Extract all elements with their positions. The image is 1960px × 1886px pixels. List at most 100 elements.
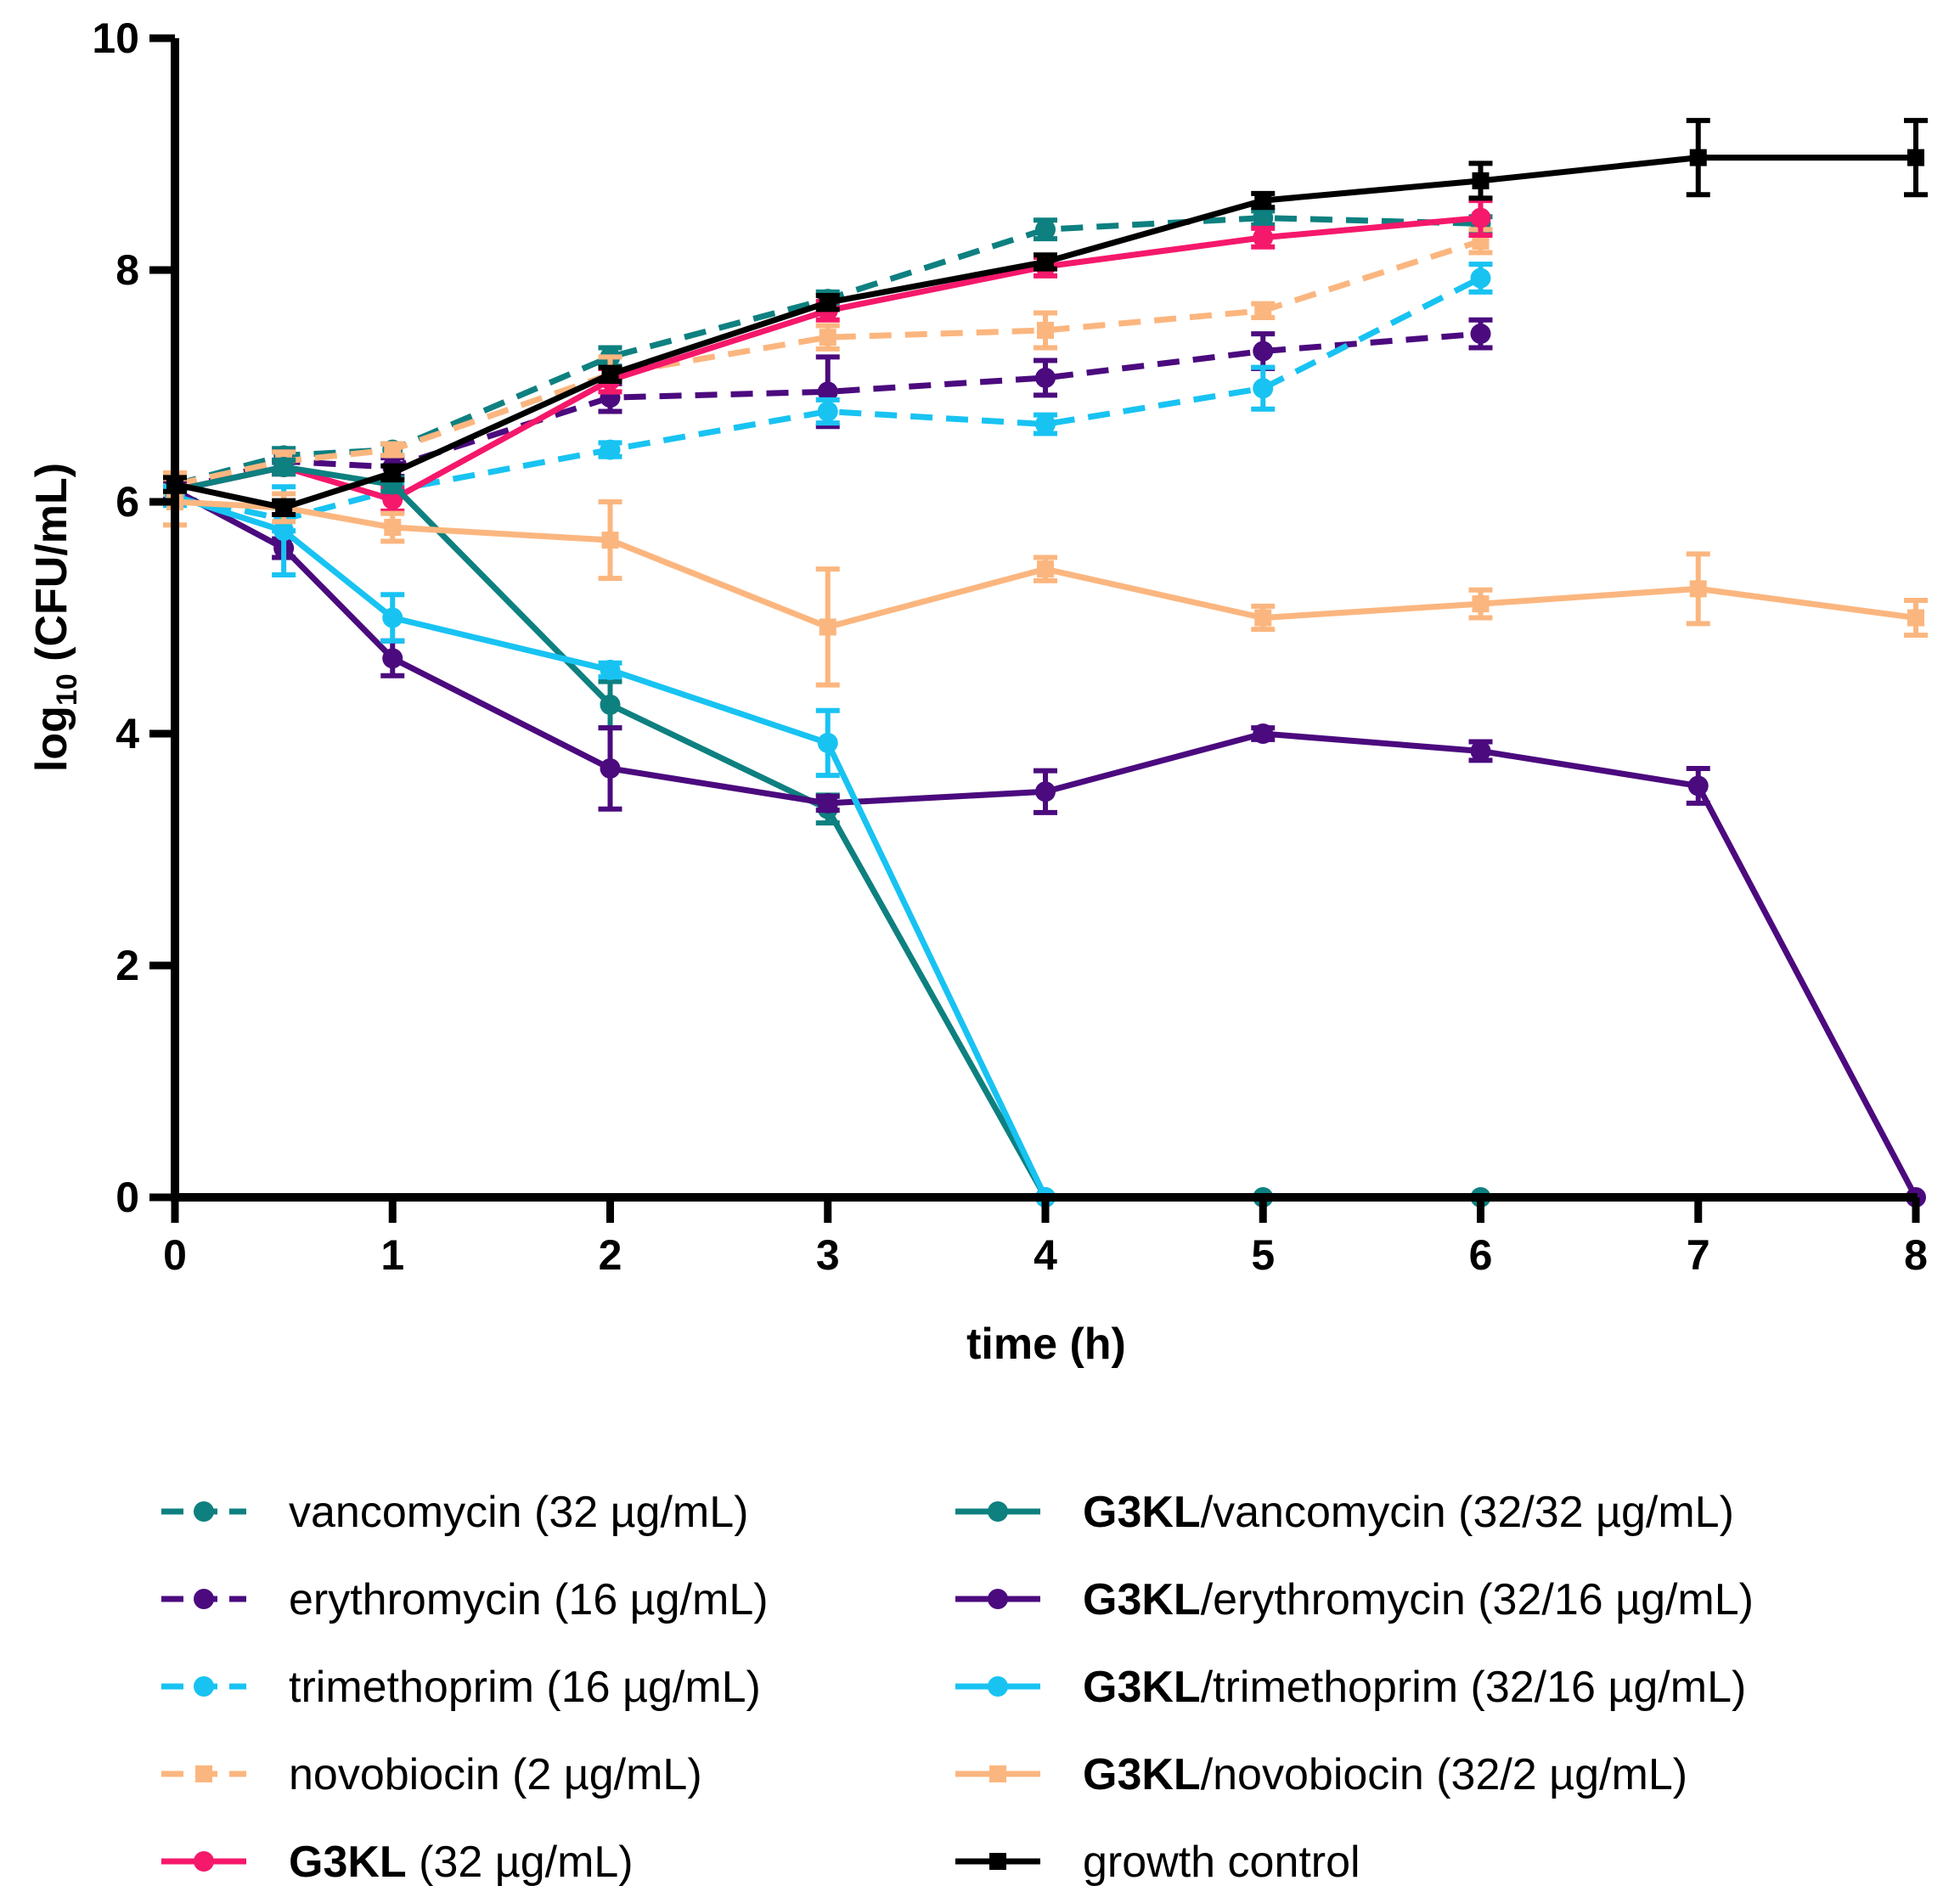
plot-series-layer	[163, 117, 1928, 1208]
data-point	[600, 757, 621, 779]
legend-swatch-marker	[988, 1501, 1008, 1522]
data-point	[819, 294, 836, 312]
x-tick-label: 5	[1251, 1231, 1275, 1279]
x-tick-label: 8	[1904, 1231, 1928, 1279]
legend-label-bold: G3KL	[1083, 1663, 1201, 1712]
data-point	[1472, 595, 1490, 613]
data-point	[1253, 341, 1274, 362]
data-point	[1037, 253, 1054, 271]
legend-label: growth control	[1083, 1838, 1360, 1886]
data-point	[817, 792, 838, 814]
legend-label: erythromycin (16 µg/mL)	[289, 1575, 769, 1624]
legend-label: G3KL/vancomycin (32/32 µg/mL)	[1083, 1488, 1734, 1537]
legend-item: G3KL/vancomycin (32/32 µg/mL)	[955, 1488, 1734, 1537]
y-axis-title-main: log	[27, 706, 76, 772]
data-point	[384, 519, 402, 537]
legend-swatch-marker	[988, 1676, 1008, 1697]
legend-label-text: trimethoprim (16 µg/mL)	[289, 1663, 761, 1712]
legend-swatch-marker	[194, 1851, 214, 1872]
legend-label: G3KL/erythromycin (32/16 µg/mL)	[1083, 1575, 1754, 1624]
legend-label: vancomycin (32 µg/mL)	[289, 1488, 748, 1537]
data-point	[1253, 378, 1274, 399]
legend-label-text: (32 µg/mL)	[407, 1838, 634, 1886]
legend-label-bold: G3KL	[289, 1838, 407, 1886]
data-point	[1689, 149, 1707, 166]
legend-label-text: /vancomycin (32/32 µg/mL)	[1201, 1488, 1734, 1537]
data-point	[275, 498, 293, 516]
data-point	[817, 732, 838, 753]
data-point	[1254, 192, 1272, 210]
data-point	[1035, 781, 1056, 802]
legend-item: growth control	[955, 1838, 1360, 1886]
legend-swatch-marker	[194, 1501, 214, 1522]
data-point	[382, 648, 403, 669]
legend-item: G3KL/trimethoprim (32/16 µg/mL)	[955, 1663, 1746, 1712]
legend-label-bold: G3KL	[1083, 1575, 1201, 1624]
legend-swatch-marker	[194, 1676, 214, 1697]
legend-label-text: erythromycin (16 µg/mL)	[289, 1575, 769, 1624]
series-4	[163, 227, 1493, 499]
series-line	[173, 493, 1049, 1199]
data-point	[601, 532, 619, 549]
data-point	[273, 457, 295, 478]
x-tick-label: 4	[1034, 1231, 1057, 1279]
data-point	[1035, 219, 1056, 240]
data-point	[1037, 560, 1054, 578]
data-point	[1470, 267, 1491, 289]
data-point	[1254, 609, 1272, 627]
legend-swatch-marker	[195, 1765, 212, 1782]
legend-item: novobiocin (2 µg/mL)	[161, 1750, 702, 1799]
data-point	[1253, 207, 1274, 228]
series-9	[163, 476, 1928, 688]
data-point	[1470, 740, 1491, 762]
legend-label: G3KL (32 µg/mL)	[289, 1838, 634, 1886]
legend-swatch-marker	[194, 1589, 214, 1609]
legend-label-text: /trimethoprim (32/16 µg/mL)	[1201, 1663, 1747, 1712]
x-axis-title: time (h)	[966, 1320, 1126, 1369]
x-tick-label: 2	[599, 1231, 622, 1279]
data-point	[817, 401, 838, 422]
ticks-layer: 0 1 2 3 4 5 6 7 8 0 2 4 6 8 10	[92, 14, 1928, 1279]
data-point	[1470, 207, 1491, 228]
data-point	[600, 659, 621, 680]
data-point	[1689, 580, 1707, 598]
series-line	[174, 215, 1481, 487]
data-point	[384, 464, 402, 481]
legend-label-text: novobiocin (2 µg/mL)	[289, 1750, 702, 1799]
data-point	[382, 607, 403, 628]
data-point	[382, 489, 403, 510]
y-tick-label: 4	[115, 710, 139, 757]
legend-item: vancomycin (32 µg/mL)	[161, 1488, 748, 1537]
data-point	[273, 521, 295, 542]
x-tick-label: 0	[163, 1231, 187, 1279]
legend-item: trimethoprim (16 µg/mL)	[161, 1663, 761, 1712]
data-point	[600, 439, 621, 460]
legend-label-bold: G3KL	[1083, 1488, 1201, 1537]
legend-label-text: growth control	[1083, 1838, 1360, 1886]
legend-swatch-marker	[989, 1853, 1006, 1870]
data-point	[1907, 149, 1924, 166]
y-tick-label: 6	[115, 478, 139, 526]
y-tick-label: 10	[92, 14, 139, 62]
legend-label-text: vancomycin (32 µg/mL)	[289, 1488, 748, 1537]
series-8	[163, 484, 1056, 1208]
series-line	[174, 155, 1916, 511]
data-point	[1472, 172, 1490, 189]
legend: vancomycin (32 µg/mL) erythromycin (16 µg…	[161, 1488, 1754, 1886]
legend-swatch-marker	[988, 1589, 1008, 1609]
y-axis-title: log10 (CFU/mL)	[27, 463, 83, 772]
data-point	[819, 329, 836, 346]
y-tick-label: 0	[115, 1174, 139, 1221]
legend-label-text: /erythromycin (32/16 µg/mL)	[1201, 1575, 1754, 1624]
legend-label: trimethoprim (16 µg/mL)	[289, 1663, 761, 1712]
data-point	[1687, 775, 1709, 797]
data-point	[1037, 321, 1054, 339]
legend-swatch-marker	[989, 1765, 1006, 1782]
data-point	[600, 694, 621, 715]
x-tick-label: 3	[816, 1231, 840, 1279]
series-line	[174, 238, 1482, 487]
axes	[171, 38, 1918, 1202]
y-axis-title-rest: (CFU/mL)	[27, 463, 76, 673]
x-tick-label: 1	[380, 1231, 404, 1279]
